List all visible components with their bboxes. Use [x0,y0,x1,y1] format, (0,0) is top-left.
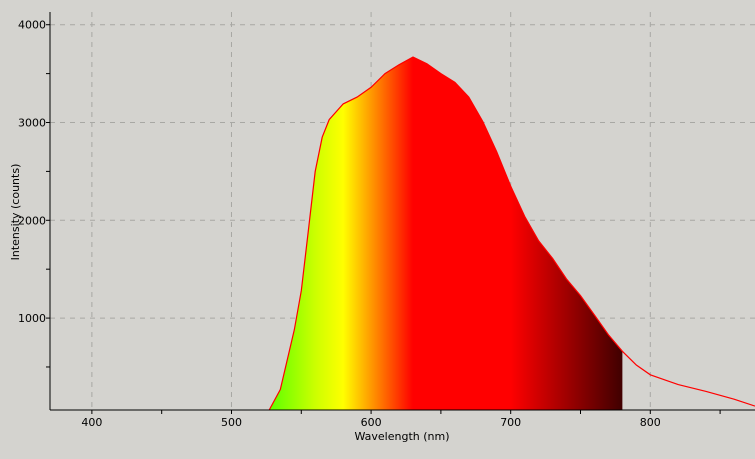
x-tick-label: 500 [221,416,242,429]
spectrum-line [268,56,755,411]
y-tick-label: 3000 [18,117,46,130]
y-axis-title: Intensity (counts) [9,164,22,261]
x-tick-label: 400 [81,416,102,429]
x-tick-label: 600 [361,416,382,429]
x-tick-label: 700 [500,416,521,429]
y-tick-label: 1000 [18,312,46,325]
x-tick-label: 800 [640,416,661,429]
x-axis-title: Wavelength (nm) [354,430,449,443]
y-tick-label: 2000 [18,214,46,227]
axes: 400 500 600 700 800 1000 2000 3000 4000 [18,12,755,429]
y-tick-label: 4000 [18,19,46,32]
spectrum-fill [269,57,623,410]
